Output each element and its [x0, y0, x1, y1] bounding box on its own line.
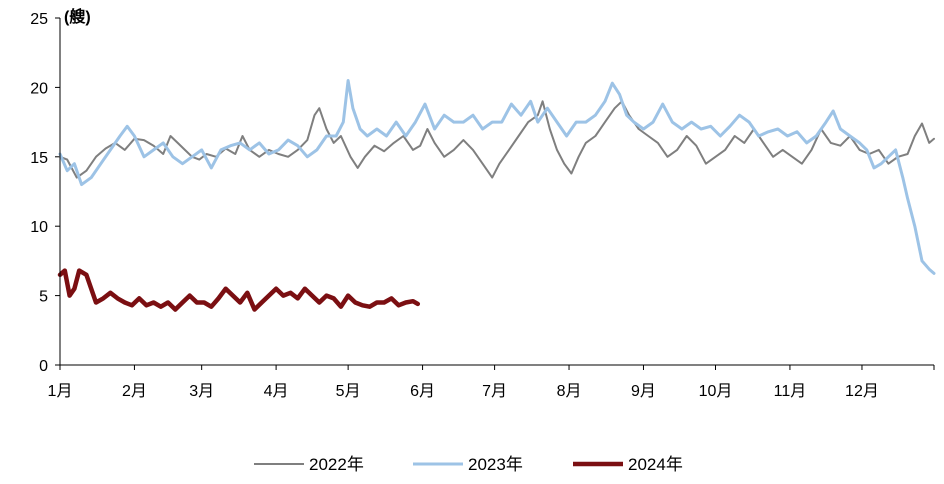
- legend-label-3: 2024年: [628, 455, 683, 474]
- x-tick-label: 10月: [699, 383, 733, 400]
- y-axis-ticks: 0 5 10 15 20 25: [30, 11, 60, 375]
- legend: 2022年 2023年 2024年: [254, 455, 683, 474]
- legend-label-2: 2023年: [468, 455, 523, 474]
- x-tick-label: 6月: [410, 383, 435, 400]
- x-axis-ticks: 1月 2月 3月 4月 5月 6月 7月 8月 9月 10月 11月 12月: [48, 365, 935, 400]
- x-tick-label: 3月: [189, 383, 214, 400]
- y-tick-label: 25: [30, 11, 48, 28]
- y-tick-label: 0: [39, 358, 48, 375]
- x-tick-label: 7月: [482, 383, 507, 400]
- unit-label: (艘): [64, 7, 91, 26]
- legend-label-1: 2022年: [309, 455, 364, 474]
- x-tick-label: 9月: [631, 383, 656, 400]
- series-line-3: [57, 268, 421, 312]
- y-tick-label: 15: [30, 150, 48, 167]
- series-line-2: [58, 79, 936, 275]
- x-tick-label: 8月: [557, 383, 582, 400]
- x-tick-label: 2月: [122, 383, 147, 400]
- y-tick-label: 5: [39, 289, 48, 306]
- x-tick-label: 1月: [48, 383, 73, 400]
- series-lines: [57, 79, 936, 312]
- x-tick-label: 11月: [774, 383, 807, 400]
- x-tick-label: 4月: [264, 383, 289, 400]
- y-tick-label: 20: [30, 80, 48, 97]
- x-tick-label: 5月: [336, 383, 361, 400]
- x-tick-label: 12月: [845, 383, 879, 400]
- y-tick-label: 10: [30, 219, 48, 236]
